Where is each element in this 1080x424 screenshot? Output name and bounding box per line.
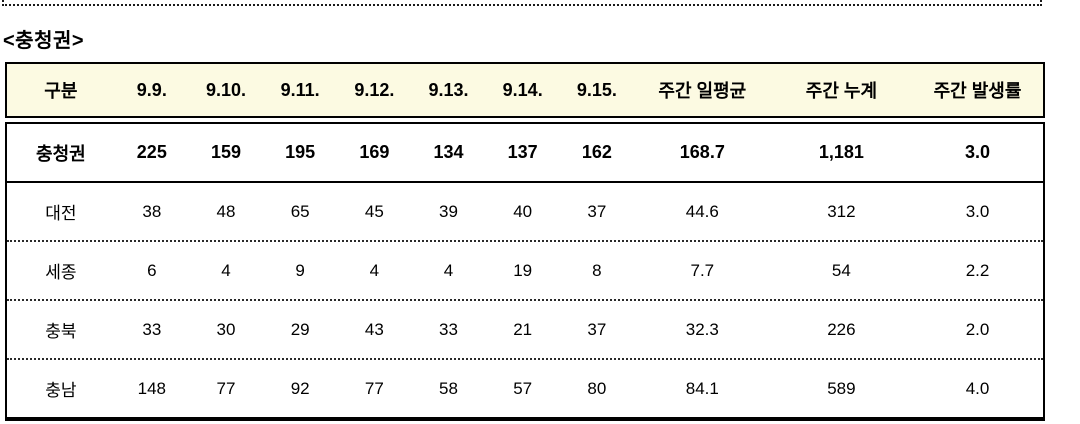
header-cell-1: 9.9.: [136, 79, 167, 100]
table-cell: 3.0: [965, 201, 990, 221]
table-row-충청권: 충청권 225 159 195 169 134 137 162 168.7 1,181 3.0: [7, 124, 1043, 183]
table-cell: 33: [142, 319, 162, 339]
row-label: 대전: [45, 204, 77, 223]
table-cell: 159: [210, 142, 242, 162]
table-cell: 54: [831, 260, 851, 280]
table-cell: 6: [147, 260, 157, 280]
table-row-충남: 충남 148 77 92 77 58 57 80 84.1 589 4.0: [7, 360, 1043, 417]
table-cell: 40: [513, 201, 533, 221]
table-cell: 225: [136, 142, 167, 162]
table-cell: 37: [587, 319, 607, 339]
section-title: <충청권>: [3, 30, 85, 52]
table-cell: 148: [137, 378, 166, 398]
table-cell: 48: [216, 201, 236, 221]
table-row-대전: 대전 38 48 65 45 39 40 37 44.6 312 3.0: [7, 183, 1043, 242]
table-cell: 77: [216, 378, 236, 398]
table-cell: 4: [221, 260, 231, 280]
table-cell: 169: [359, 142, 390, 162]
table-cell: 4: [369, 260, 380, 280]
table-cell: 195: [285, 142, 316, 162]
row-label: 세종: [45, 263, 77, 282]
table-cell: 312: [827, 201, 856, 221]
table-cell: 29: [290, 319, 310, 339]
table-cell: 77: [364, 378, 384, 398]
table-cell: 19: [513, 260, 533, 280]
header-cell-0: 구분: [44, 81, 78, 101]
table-cell: 39: [439, 201, 458, 221]
table-cell: 2.2: [965, 260, 990, 280]
header-cell-8: 주간 일평균: [658, 81, 747, 101]
table-cell: 162: [581, 142, 612, 162]
table-cell: 43: [364, 319, 384, 339]
table-cell: 65: [290, 201, 310, 221]
header-cell-3: 9.11.: [280, 79, 320, 100]
table-header-row: 구분 9.9. 9.10. 9.11. 9.12. 9.13. 9.14. 9.15. 주간 일…: [5, 62, 1045, 118]
table-cell: 226: [827, 319, 856, 339]
table-cell: 30: [216, 319, 236, 339]
header-cell-2: 9.10.: [205, 79, 247, 100]
table-cell: 2.0: [965, 319, 990, 339]
table-cell: 80: [587, 378, 607, 398]
table-cell: 92: [290, 378, 310, 398]
row-label: 충남: [45, 381, 77, 400]
table-cell: 8: [592, 260, 602, 280]
table-cell: 589: [827, 378, 856, 398]
header-cell-4: 9.12.: [354, 79, 395, 100]
table-cell: 9: [295, 260, 305, 280]
table-cell: 84.1: [685, 378, 719, 398]
table-row-세종: 세종 6 4 9 4 4 19 8 7.7 54 2.2: [7, 242, 1043, 301]
table-cell: 57: [513, 378, 533, 398]
table-cell: 4.0: [965, 378, 990, 398]
header-cell-10: 주간 발생률: [933, 81, 1022, 101]
table-cell: 134: [433, 142, 464, 162]
header-cell-5: 9.13.: [428, 79, 469, 100]
table-cell: 37: [587, 201, 607, 221]
table-cell: 7.7: [690, 260, 715, 280]
table-body: 충청권 225 159 195 169 134 137 162 168.7 1,181 3.0 대전 3…: [5, 122, 1045, 421]
table-cell: 21: [513, 319, 533, 339]
table-row-충북: 충북 33 30 29 43 33 21 37 32.3 226 2.0: [7, 301, 1043, 360]
table-cell: 1,181: [818, 142, 864, 162]
table-cell: 45: [364, 201, 384, 221]
row-label: 충청권: [36, 143, 86, 164]
table-cell: 38: [142, 201, 162, 221]
row-label: 충북: [45, 322, 77, 341]
table-cell: 32.3: [685, 319, 719, 339]
table-cell: 33: [439, 319, 458, 339]
header-cell-7: 9.15.: [576, 79, 617, 100]
header-cell-6: 9.14.: [502, 79, 543, 100]
table-cell: 3.0: [965, 142, 991, 162]
table-cell: 168.7: [679, 142, 725, 162]
table-cell: 44.6: [685, 201, 719, 221]
table-cell: 58: [439, 378, 458, 398]
header-cell-9: 주간 누계: [805, 81, 878, 101]
table-cell: 4: [443, 260, 454, 280]
table-cell: 137: [507, 142, 538, 162]
previous-table-dotted-border: [2, 0, 1042, 6]
